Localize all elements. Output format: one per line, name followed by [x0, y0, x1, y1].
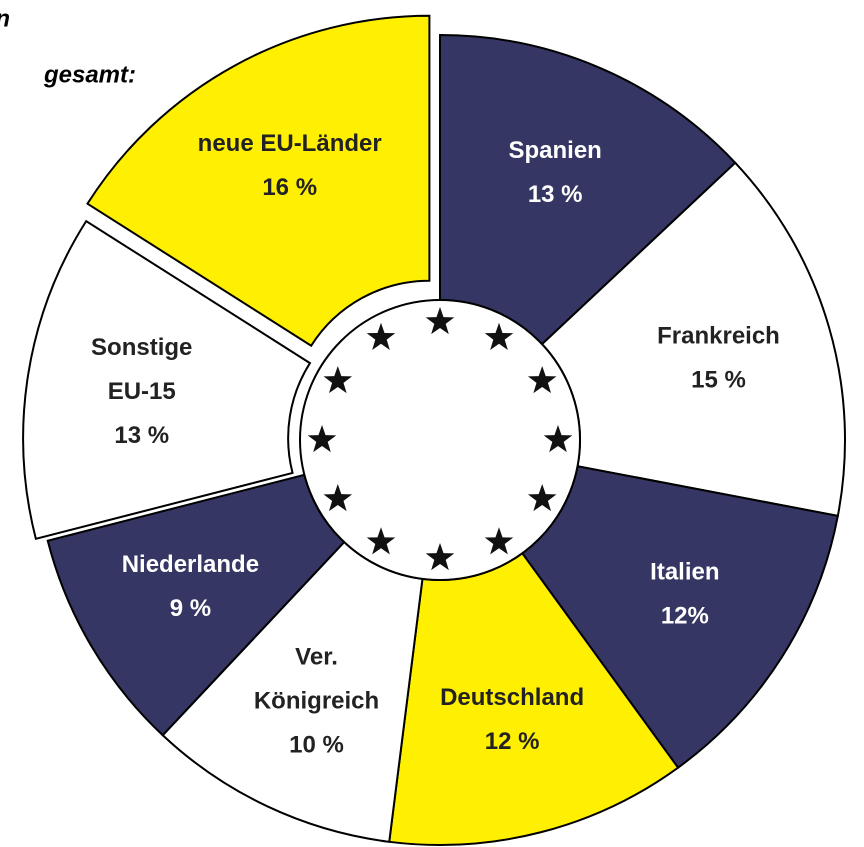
star	[543, 425, 573, 453]
slice-label: Frankreich	[657, 322, 780, 349]
star	[323, 484, 353, 512]
slice-group: neue EU-Länder 16 %	[86, 14, 431, 348]
value-label: 9 %	[170, 595, 211, 622]
slice-label: EU-15	[108, 378, 176, 405]
value-label: 16 %	[262, 174, 317, 201]
star	[484, 322, 514, 350]
chart-title: n	[0, 5, 10, 32]
slice-group: Italien 12%	[520, 465, 839, 770]
slice-group: Deutschland 12 %	[388, 551, 680, 846]
center-circle	[299, 299, 581, 581]
slice-label: neue EU-Länder	[198, 130, 382, 157]
slice	[86, 14, 431, 348]
star	[425, 307, 455, 335]
chart-title: gesamt:	[43, 61, 136, 88]
star	[366, 322, 396, 350]
slice-label: Italien	[650, 559, 719, 586]
star	[484, 527, 514, 555]
star	[366, 527, 396, 555]
value-label: 13 %	[114, 422, 169, 449]
slice-group: Niederlande 9 %	[46, 473, 346, 737]
value-label: 12 %	[485, 728, 540, 755]
slice-label: Ver.	[295, 644, 338, 671]
value-label: 15 %	[691, 366, 746, 393]
star	[527, 484, 557, 512]
slice-group: Ver. Königreich 10 %	[161, 540, 424, 843]
star	[527, 366, 557, 394]
slice-label: Sonstige	[91, 334, 192, 361]
slice-group: Frankreich 15 %	[540, 161, 846, 518]
star	[425, 543, 455, 571]
star	[307, 425, 337, 453]
slice-group: Sonstige EU-15 13 %	[22, 219, 312, 541]
slice	[22, 219, 312, 541]
slice-label: Spanien	[508, 137, 601, 164]
value-label: 13 %	[528, 181, 583, 208]
value-label: 10 %	[289, 732, 344, 759]
slice-label: Niederlande	[122, 551, 259, 578]
slice-label: Deutschland	[440, 684, 584, 711]
star	[323, 366, 353, 394]
value-label: 12%	[661, 603, 709, 630]
slice-label: Königreich	[254, 688, 379, 715]
